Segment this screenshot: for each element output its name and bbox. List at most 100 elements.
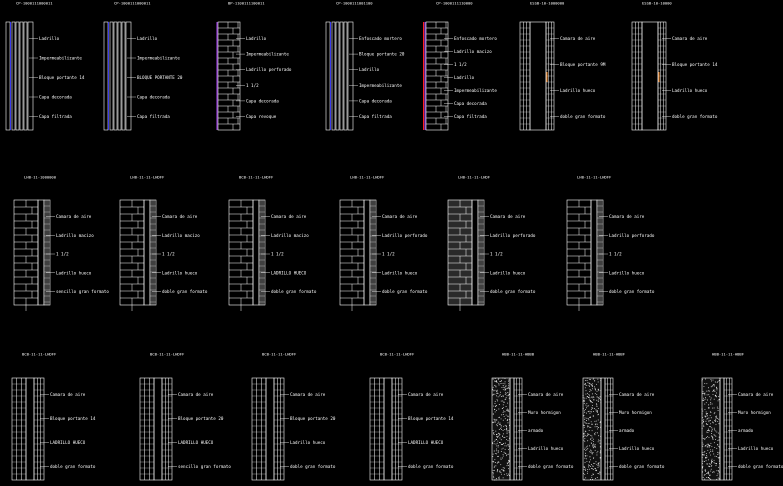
concrete-aggregate-dot (588, 399, 590, 401)
layer-label: Capa decorada (246, 98, 279, 103)
concrete-aggregate-dot (587, 464, 589, 466)
concrete-aggregate-dot (596, 383, 597, 385)
concrete-aggregate-dot (496, 471, 498, 473)
concrete-aggregate-dot (500, 457, 502, 459)
concrete-aggregate-dot (508, 380, 509, 382)
layer-label: Camara de aire (178, 392, 214, 397)
concrete-aggregate-dot (717, 477, 719, 479)
concrete-aggregate-dot (596, 452, 598, 454)
concrete-aggregate-dot (498, 476, 500, 478)
layer-label: doble gran formato (609, 289, 655, 294)
layer-label: Muro hormigon (619, 410, 652, 415)
concrete-aggregate-dot (507, 419, 508, 421)
concrete-aggregate-dot (585, 468, 587, 470)
concrete-aggregate-dot (592, 397, 594, 399)
concrete-aggregate-dot (595, 469, 597, 471)
layer-label: Camara de aire (290, 392, 326, 397)
concrete-aggregate-dot (496, 409, 497, 411)
detail-title: BP-1100111100011 (228, 1, 265, 6)
concrete-aggregate-dot (507, 468, 509, 470)
concrete-aggregate-dot (500, 464, 502, 466)
concrete-aggregate-dot (714, 446, 716, 448)
concrete-aggregate-dot (497, 450, 499, 452)
concrete-aggregate-dot (702, 454, 704, 455)
concrete-aggregate-dot (710, 451, 712, 452)
concrete-aggregate-dot (712, 391, 714, 392)
concrete-aggregate-dot (710, 465, 712, 467)
layer-label: Enfoscado mortero (359, 36, 402, 41)
concrete-aggregate-dot (701, 379, 703, 380)
detail-title: ESSB-10-10000 (642, 1, 672, 6)
concrete-aggregate-dot (496, 442, 498, 444)
concrete-aggregate-dot (599, 446, 601, 448)
concrete-aggregate-dot (714, 389, 716, 391)
concrete-aggregate-dot (709, 403, 711, 405)
concrete-aggregate-dot (492, 443, 494, 445)
layer-label: Impermeabilizante (39, 56, 82, 61)
concrete-aggregate-dot (498, 404, 500, 405)
concrete-aggregate-dot (589, 445, 591, 447)
concrete-aggregate-dot (592, 378, 594, 380)
concrete-aggregate-dot (599, 473, 601, 475)
concrete-aggregate-dot (595, 420, 597, 422)
wall-detail: LHB-11-1000000 Camara de aire Ladrillo mac… (13, 175, 109, 311)
concrete-aggregate-dot (705, 452, 707, 454)
concrete-aggregate-dot (588, 419, 590, 421)
layer-label: Camara de aire (609, 214, 645, 219)
concrete-aggregate-dot (587, 434, 589, 436)
concrete-aggregate-dot (591, 435, 593, 437)
concrete-aggregate-dot (706, 463, 708, 465)
concrete-aggregate-dot (583, 434, 585, 436)
concrete-aggregate-dot (589, 400, 591, 402)
concrete-aggregate-dot (596, 403, 597, 405)
concrete-aggregate-dot (718, 436, 720, 438)
concrete-aggregate-dot (498, 429, 500, 431)
concrete-aggregate-dot (506, 435, 508, 437)
concrete-aggregate-dot (496, 389, 498, 391)
concrete-aggregate-dot (586, 407, 587, 409)
layer-label: LADRILLO HUECO (271, 270, 307, 275)
concrete-aggregate-dot (717, 417, 719, 419)
concrete-aggregate-dot (718, 460, 720, 462)
layer-label: Ladrillo (454, 75, 475, 80)
concrete-aggregate-dot (496, 392, 498, 394)
concrete-aggregate-dot (502, 389, 504, 391)
concrete-aggregate-dot (501, 414, 503, 416)
concrete-aggregate-dot (712, 379, 714, 381)
detail-title: HBB-11-11-HBBB (502, 352, 535, 357)
concrete-aggregate-dot (504, 418, 506, 420)
layer-label: Bloque portante 9M (560, 62, 606, 67)
detail-title: BCB-11-11-LHDFF (239, 175, 274, 180)
concrete-aggregate-dot (502, 477, 504, 479)
concrete-aggregate-dot (500, 439, 502, 441)
layer-label: Bloque portante 20 (359, 52, 405, 57)
concrete-aggregate-dot (508, 387, 510, 389)
concrete-aggregate-dot (595, 423, 597, 425)
concrete-aggregate-dot (718, 432, 719, 434)
concrete-aggregate-dot (588, 430, 590, 432)
concrete-aggregate-dot (589, 478, 591, 480)
concrete-aggregate-dot (591, 453, 593, 455)
concrete-aggregate-dot (711, 461, 713, 463)
block-layer (343, 21, 348, 131)
layer-label: Capa decorada (359, 98, 392, 103)
concrete-aggregate-dot (585, 458, 587, 460)
concrete-aggregate-dot (499, 470, 501, 472)
hollow-block-outline (369, 199, 377, 306)
detail-title: HBB-11-11-HBBF (712, 352, 745, 357)
concrete-aggregate-dot (701, 442, 703, 444)
concrete-aggregate-dot (702, 391, 704, 393)
detail-title: BCB-11-11-LHDFF (380, 352, 415, 357)
layer-label: Capa filtrada (359, 114, 392, 119)
concrete-aggregate-dot (492, 394, 494, 396)
concrete-aggregate-dot (710, 442, 712, 444)
concrete-aggregate-dot (584, 409, 586, 410)
concrete-aggregate-dot (595, 446, 597, 448)
concrete-aggregate-dot (495, 479, 497, 481)
layer-label: Ladrillo hueco (738, 446, 774, 451)
layer-label: armado (738, 428, 754, 433)
concrete-aggregate-dot (505, 386, 507, 388)
layer-label: LADRILLO HUECO (50, 440, 86, 445)
concrete-aggregate-dot (705, 416, 706, 418)
concrete-aggregate-dot (717, 440, 719, 442)
